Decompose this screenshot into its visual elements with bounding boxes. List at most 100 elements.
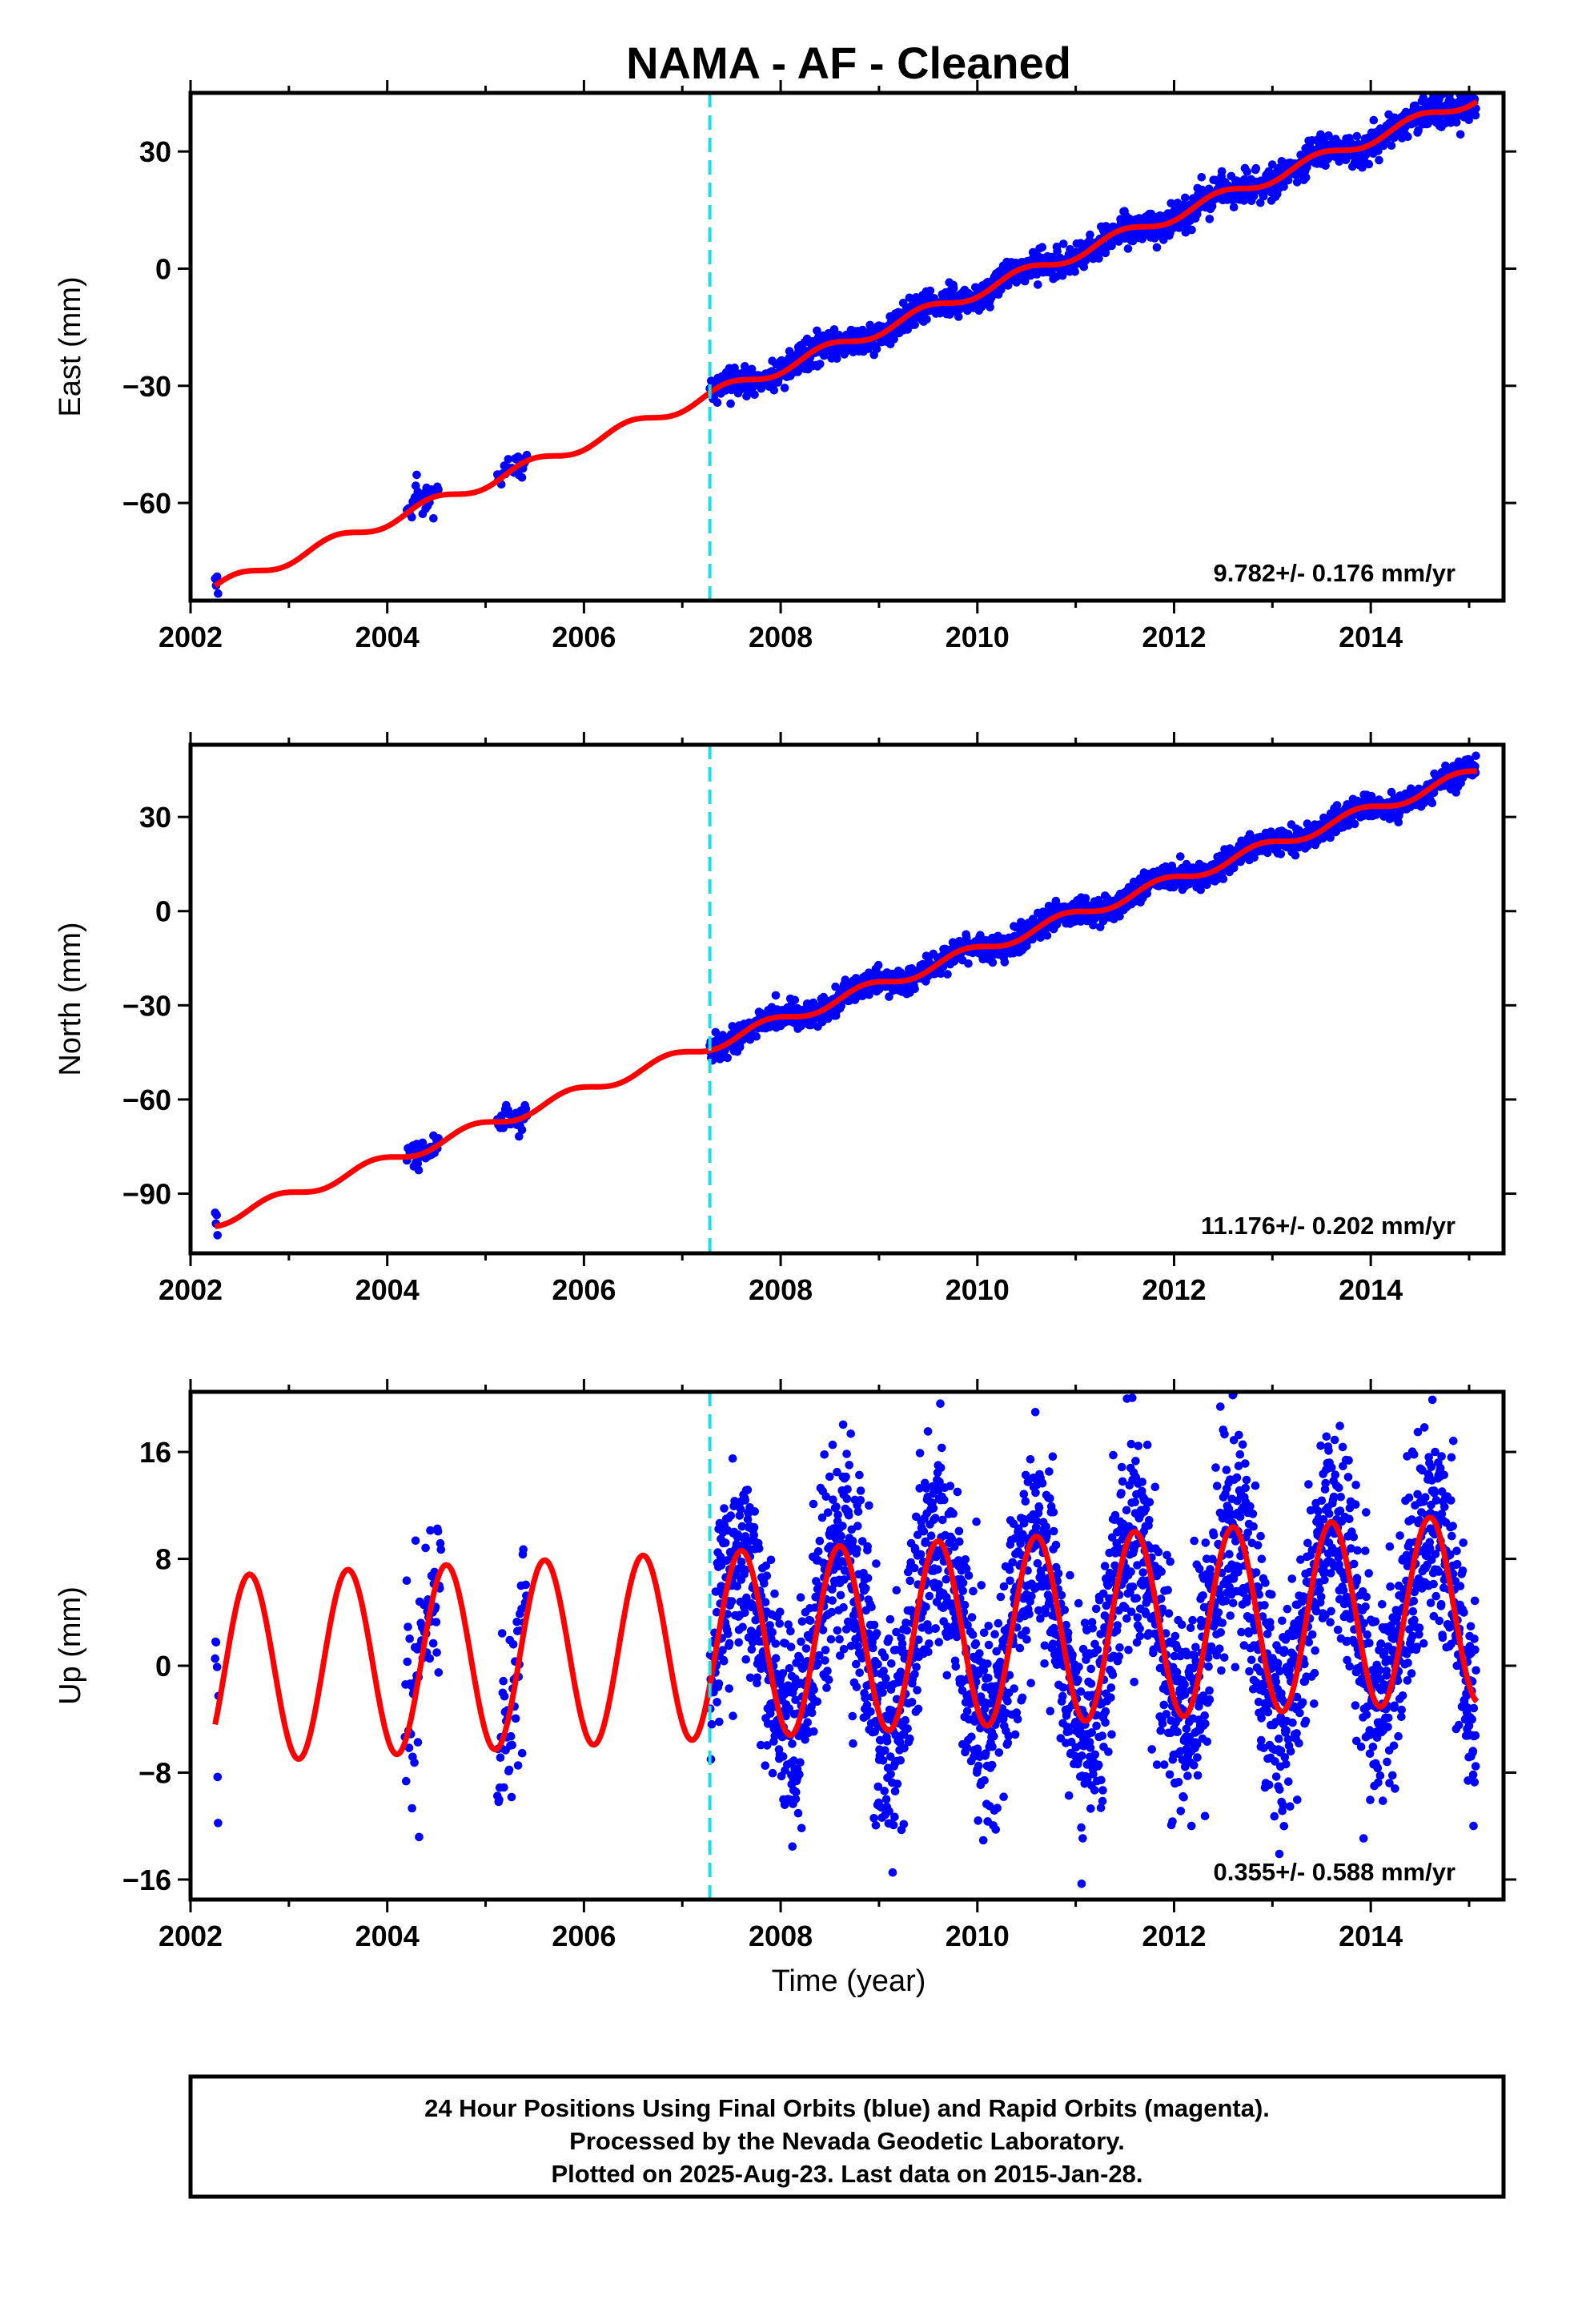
x-tick-label: 2002 bbox=[159, 1273, 223, 1306]
data-point bbox=[988, 958, 998, 967]
data-point bbox=[942, 1671, 952, 1680]
data-point bbox=[408, 513, 416, 522]
data-point bbox=[1081, 894, 1090, 903]
y-tick-label: −60 bbox=[122, 1084, 171, 1116]
data-point bbox=[1094, 254, 1103, 263]
data-point bbox=[403, 1657, 412, 1667]
data-point bbox=[1015, 1643, 1025, 1653]
x-tick-label: 2008 bbox=[749, 621, 813, 653]
data-point bbox=[1204, 184, 1214, 194]
data-point bbox=[816, 360, 825, 368]
data-point bbox=[871, 1821, 881, 1830]
data-point bbox=[497, 1629, 507, 1638]
data-point bbox=[964, 1571, 974, 1580]
data-point bbox=[853, 1507, 863, 1516]
data-point bbox=[841, 975, 850, 984]
data-point bbox=[1292, 178, 1302, 187]
data-point bbox=[879, 1667, 888, 1675]
y-tick-label: 0 bbox=[155, 252, 171, 285]
data-point bbox=[1021, 1497, 1030, 1506]
data-point bbox=[893, 1779, 902, 1788]
y-ticks: 300−30−60 bbox=[122, 135, 1516, 520]
data-point bbox=[902, 1626, 912, 1635]
data-point bbox=[984, 1674, 993, 1683]
data-point bbox=[1364, 159, 1374, 169]
data-point bbox=[880, 1787, 889, 1795]
data-point bbox=[926, 286, 935, 296]
data-point bbox=[749, 1522, 759, 1532]
data-point bbox=[1005, 1565, 1014, 1574]
data-point bbox=[754, 1544, 764, 1553]
data-point bbox=[1059, 239, 1068, 248]
data-point bbox=[750, 390, 759, 400]
data-point bbox=[1042, 931, 1052, 940]
data-point bbox=[404, 1622, 412, 1631]
data-point bbox=[936, 1399, 945, 1408]
data-point bbox=[921, 1602, 930, 1611]
data-point bbox=[815, 1536, 825, 1546]
data-point bbox=[507, 1792, 516, 1802]
data-point bbox=[881, 1674, 890, 1683]
data-point bbox=[846, 1429, 855, 1438]
data-point bbox=[1207, 202, 1217, 211]
data-point bbox=[1256, 198, 1265, 207]
data-point bbox=[1217, 167, 1227, 176]
data-point bbox=[421, 1543, 430, 1553]
data-point bbox=[872, 344, 881, 354]
data-point bbox=[803, 1718, 812, 1727]
y-tick-label: 30 bbox=[139, 801, 171, 834]
data-point bbox=[888, 1868, 897, 1877]
data-point bbox=[713, 398, 722, 408]
data-point bbox=[1267, 160, 1277, 169]
data-point bbox=[506, 1731, 516, 1741]
data-point bbox=[801, 1644, 811, 1653]
data-point bbox=[715, 1717, 724, 1727]
data-point bbox=[853, 1522, 862, 1530]
data-point bbox=[872, 1559, 881, 1568]
data-point bbox=[1000, 958, 1010, 967]
data-point bbox=[889, 335, 898, 344]
data-point bbox=[987, 1760, 997, 1770]
data-point bbox=[885, 1614, 895, 1624]
data-point bbox=[887, 1659, 896, 1668]
y-tick-label: 30 bbox=[139, 135, 171, 168]
data-point bbox=[865, 990, 873, 999]
data-point bbox=[795, 1770, 804, 1779]
data-point bbox=[863, 1542, 872, 1551]
data-point bbox=[949, 283, 958, 293]
data-point bbox=[212, 572, 222, 581]
data-point bbox=[515, 1132, 524, 1141]
data-point bbox=[845, 1461, 853, 1470]
data-point bbox=[913, 1704, 923, 1714]
data-point bbox=[976, 931, 985, 939]
data-point bbox=[1036, 933, 1045, 943]
data-point bbox=[1019, 1490, 1029, 1498]
data-point bbox=[719, 1657, 729, 1666]
data-point bbox=[1414, 126, 1423, 135]
data-point bbox=[824, 1675, 833, 1684]
data-point bbox=[408, 1803, 416, 1813]
y-axis-title: East (mm) bbox=[54, 276, 87, 416]
x-tick-label: 2014 bbox=[1339, 1273, 1403, 1306]
data-point bbox=[869, 1643, 877, 1653]
data-point bbox=[926, 1531, 936, 1540]
y-axis-title: North (mm) bbox=[54, 922, 87, 1076]
data-point bbox=[411, 1536, 420, 1546]
data-point bbox=[1089, 920, 1098, 930]
data-point bbox=[720, 1504, 729, 1513]
data-point bbox=[960, 1600, 970, 1610]
data-point bbox=[1229, 203, 1239, 211]
plot-area bbox=[211, 93, 1480, 598]
x-tick-label: 2008 bbox=[749, 1273, 813, 1306]
data-point bbox=[212, 1663, 222, 1671]
data-point bbox=[747, 1645, 757, 1654]
data-point bbox=[912, 1663, 921, 1671]
data-point bbox=[838, 1522, 847, 1530]
data-point bbox=[1375, 155, 1383, 165]
data-point bbox=[761, 1761, 770, 1770]
data-point bbox=[925, 1639, 934, 1648]
data-point bbox=[841, 1472, 850, 1482]
data-point bbox=[899, 1819, 909, 1829]
